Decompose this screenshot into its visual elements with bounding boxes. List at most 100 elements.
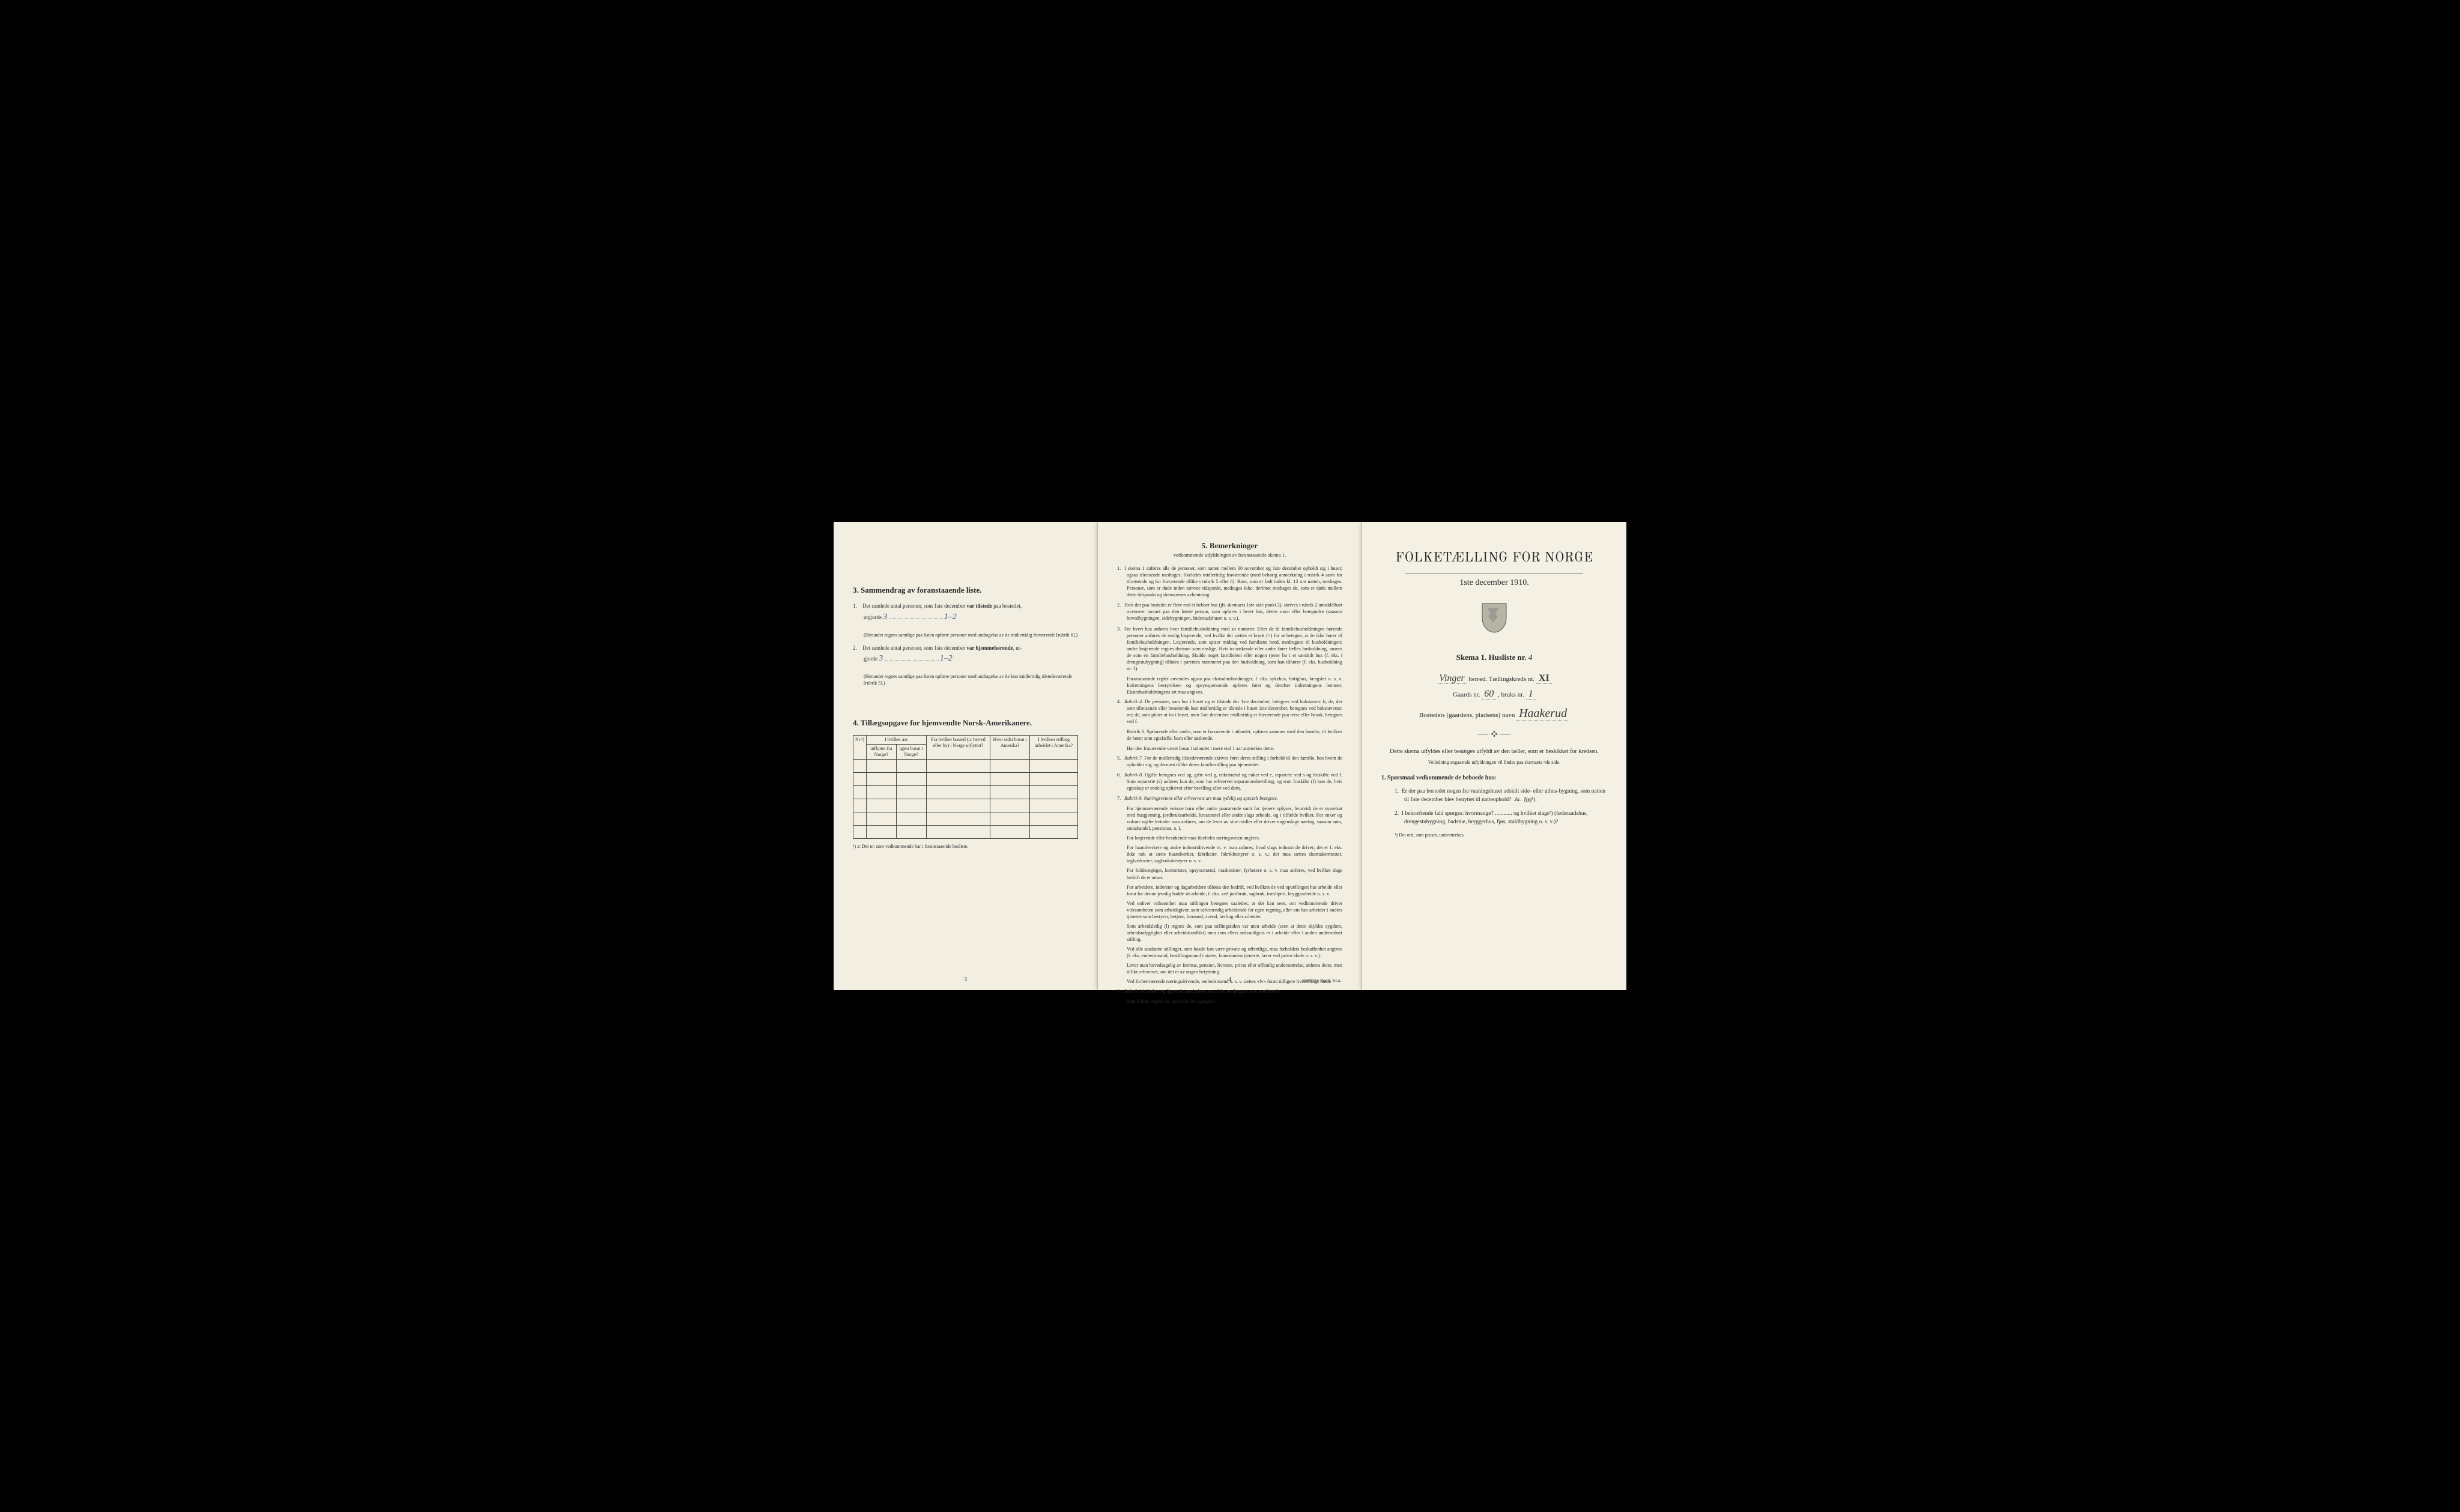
title-date: 1ste december 1910. [1381,578,1607,588]
item-2-bold: var hjemmehørende [966,645,1013,651]
skema-label: Skema 1. Husliste nr. [1456,653,1527,662]
rubrik-8-label: Rubrik 8. [1124,772,1143,778]
rule-1: 1.I skema 1 anføres alle de personer, so… [1117,565,1342,598]
item-2-text-pre: Det samlede antal personer, som 1ste dec… [862,645,966,651]
main-title: FOLKETÆLLING FOR NORGE [1381,551,1607,567]
rubrik-14-label: Rubrik 14. [1124,988,1145,994]
document-spread: 3. Sammendrag av foranstaaende liste. 1.… [834,522,1626,990]
section-5-sub: vedkommende utfyldningen av foranstaaend… [1117,552,1342,558]
rule-3b: Foranstaaende regler anvendes ogsaa paa … [1117,676,1342,695]
rule-4-text: De personer, som bor i huset og er tilst… [1127,699,1342,724]
rule-14b: Som blinde regnes de, som ikke har gangs… [1117,998,1342,1005]
page-number-3: 3 [964,976,967,983]
gaards-line: Gaards nr. 60 , bruks nr. 1 [1381,689,1607,700]
skema-line: Skema 1. Husliste nr. 4 [1381,653,1607,662]
table-footnote: ¹) ɔ: Det nr. som vedkommende har i fora… [853,844,1078,849]
section-4-heading: 4. Tillægsopgave for hjemvendte Norsk-Am… [853,718,1078,728]
title-page: FOLKETÆLLING FOR NORGE 1ste december 191… [1362,522,1626,990]
table-row [853,799,1078,812]
gaards-label: Gaards nr. [1453,691,1480,698]
answer-sup: ¹). [1531,797,1536,803]
herred-value: Vinger [1437,673,1467,684]
th-from: Fra hvilket bosted (ɔ: herred eller by) … [926,735,990,759]
answer-ja: Ja. [1514,797,1521,803]
kreds-nr: XI [1536,673,1552,684]
th-returned: igjen bosat i Norge? [896,744,926,759]
questions-heading-text: 1. Spørsmaal vedkommende de beboede hus: [1381,775,1496,781]
rule-14-text: Sinker og lignende aandssløve maa ikke m… [1147,988,1282,994]
item-2-utgjorde: gjorde [864,656,879,662]
rubrik-4-label: Rubrik 4. [1124,699,1143,704]
section-3-heading: 3. Sammendrag av foranstaaende liste. [853,585,1078,595]
rule-7-text: For de midlertidig tilstedeværende skriv… [1127,755,1342,767]
th-where: Hvor sidst bosat i Amerika? [990,735,1030,759]
question-1: 1. Er der paa bostedet nogen fra vaaning… [1395,787,1607,805]
rule-6-text: Sjøfarende eller andre, som er fraværend… [1127,729,1342,741]
rule-1-text: I skema 1 anføres alle de personer, som … [1124,566,1342,597]
page-4: 5. Bemerkninger vedkommende utfyldningen… [1098,522,1362,990]
rule-2-text: Hvis der paa bostedet er flere end ét be… [1124,602,1342,621]
bosted-value: Haakerud [1516,707,1569,721]
rubrik-6-label: Rubrik 6. [1127,729,1145,734]
item-1-value: 3 [883,612,887,621]
item-1-note: (Herunder regnes samtlige paa listen opf… [864,632,1078,638]
americans-table: Nr.¹) I hvilket aar Fra hvilket bosted (… [853,735,1078,839]
rubrik-9-label: Rubrik 9. [1124,796,1142,801]
item-1-text-post: paa bostedet, [992,603,1022,609]
th-nr: Nr.¹) [853,735,867,759]
question-2-text: I bekræftende fald spørges: hvormange? .… [1402,811,1588,825]
intro-small: Veiledning angaaende utfyldningen vil fi… [1381,760,1607,765]
rule-5: 5.Rubrik 7. For de midlertidig tilstedev… [1117,755,1342,768]
th-year: I hvilket aar [867,735,927,744]
table-row [853,759,1078,772]
rule-8n: 8.Rubrik 14. Sinker og lignende aandsslø… [1117,988,1342,994]
rule-7n: 7.Rubrik 9. Næringsveiens eller erhverve… [1117,795,1342,802]
item-1-value2: 1–2 [944,612,957,621]
item-2-note: (Herunder regnes samtlige paa listen opf… [864,673,1078,686]
rule-9e: For arbeidere, inderster og dagarbeidere… [1117,884,1342,897]
questions-heading: 1. Spørsmaal vedkommende de beboede hus: [1381,775,1607,781]
table-row [853,812,1078,825]
rule-9c: For haandverkere og andre industridriven… [1117,844,1342,864]
item-2-text-post: , ut- [1013,645,1022,651]
table-row [853,772,1078,785]
rule-3: 3.For hvert hus anføres hver familiehush… [1117,626,1342,672]
rule-4: 4.Rubrik 4. De personer, som bor i huset… [1117,698,1342,725]
husliste-nr: 4 [1528,653,1533,662]
bosted-label: Bostedets (gaardens, pladsens) navn [1419,712,1515,719]
rule-9h: Ved alle saadanne stillinger, som baade … [1117,946,1342,959]
question-2: 2. I bekræftende fald spørges: hvormange… [1395,809,1607,827]
item-1-bold: var tilstede [966,603,992,609]
intro-text: Dette skema utfyldes eller besørges utfy… [1381,747,1607,756]
rule-2: 2.Hvis der paa bostedet er flere end ét … [1117,602,1342,621]
rule-6n: 6.Rubrik 8. Ugifte betegnes ved ug, gift… [1117,772,1342,791]
table-row [853,785,1078,799]
rule-9f: Ved enhver virksomhet maa stillingen bet… [1117,900,1342,920]
page-3: 3. Sammendrag av foranstaaende liste. 1.… [834,522,1098,990]
printer-mark: Steen'ske Bogtr. Kr.a. [1302,978,1341,983]
item-2: 2. Det samlede antal personer, som 1ste … [853,644,1078,665]
rule-6b: Har den fraværende været bosat i utlande… [1117,745,1342,752]
rule-9d: For fuldmægtiger, kontorister, opsynsmæn… [1117,867,1342,880]
item-1-number: 1. [853,602,861,611]
rule-9a: For hjemmeværende voksne barn eller andr… [1117,805,1342,832]
page-number-4: 4 [1228,976,1231,983]
rule-9i: Lever man hovedsagelig av formue, pensio… [1117,962,1342,975]
answer-nei: Nei [1524,797,1531,803]
bruks-nr: 1 [1526,689,1536,700]
item-2-value: 3 [879,654,883,663]
item-2-number: 2. [853,644,861,653]
rule-9-head: Næringsveiens eller erhvervets art maa t… [1144,796,1278,801]
item-1: 1. Det samlede antal personer, som 1ste … [853,602,1078,623]
bosted-line: Bostedets (gaardens, pladsens) navn Haak… [1381,707,1607,721]
rule-8-text: Ugifte betegnes ved ug, gifte ved g, enk… [1127,772,1342,791]
herred-line: Vinger herred. Tællingskreds nr. XI [1381,673,1607,684]
item-1-text-pre: Det samlede antal personer, som 1ste dec… [862,603,966,609]
ornament-divider: ⸺·❖·⸺ [1381,729,1607,739]
rubrik-7-label: Rubrik 7. [1124,755,1143,761]
th-job: I hvilken stilling arbeidet i Amerika? [1030,735,1078,759]
herred-label: herred. Tællingskreds nr. [1468,676,1534,683]
footnote-right: ¹) Det ord, som passer, understrekes. [1395,832,1607,838]
rule-9g: Som arbeidsledig (l) regnes de, som paa … [1117,923,1342,943]
table-row [853,825,1078,838]
